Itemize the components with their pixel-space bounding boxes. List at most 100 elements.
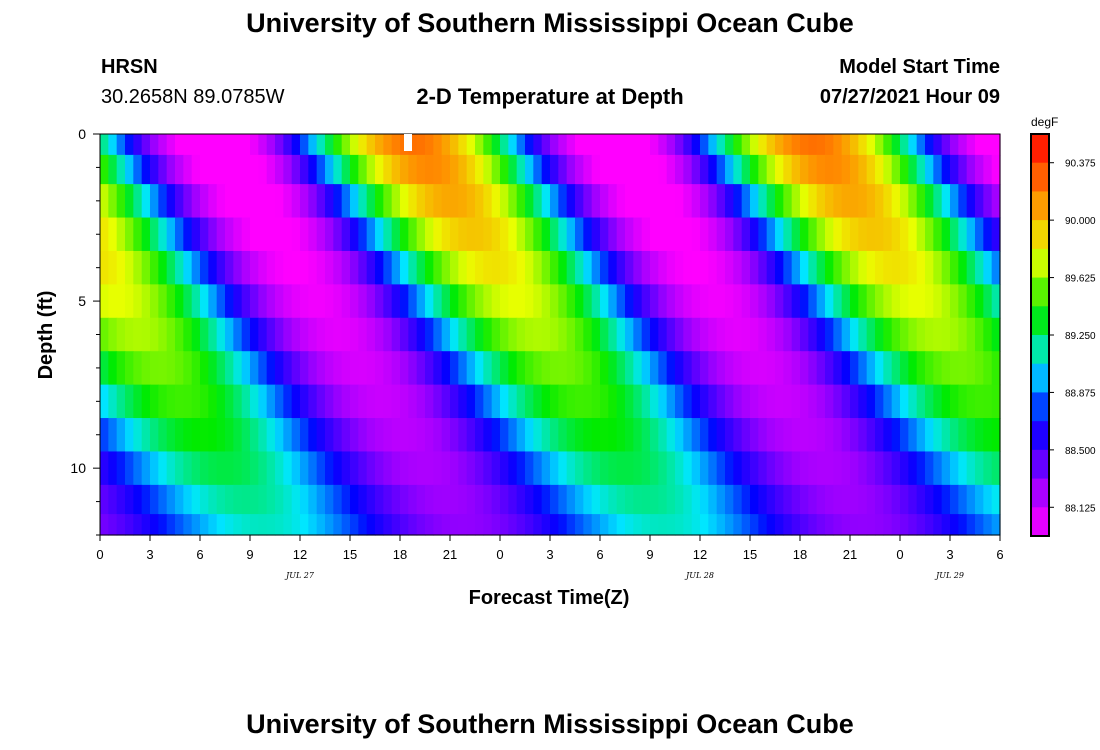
heatmap-cell	[391, 154, 401, 185]
heatmap-cell	[600, 134, 609, 156]
heatmap-cell	[816, 351, 826, 386]
heatmap-cell	[883, 317, 893, 352]
heatmap-cell	[566, 184, 576, 219]
heatmap-cell	[450, 317, 459, 352]
heatmap-cell	[658, 451, 668, 486]
heatmap-cell	[566, 351, 576, 386]
heatmap-cell	[816, 134, 826, 156]
heatmap-cell	[141, 184, 151, 219]
heatmap-cell	[741, 250, 751, 285]
heatmap-cell	[433, 451, 443, 486]
heatmap-cell	[316, 384, 326, 419]
heatmap-cell	[750, 284, 759, 319]
heatmap-cell	[733, 418, 743, 453]
heatmap-cell	[308, 217, 318, 252]
heatmap-cell	[100, 317, 109, 352]
heatmap-cell	[341, 154, 351, 185]
heatmap-cell	[541, 217, 551, 252]
heatmap-cell	[383, 217, 393, 252]
heatmap-cell	[983, 250, 993, 285]
heatmap-cell	[716, 418, 726, 453]
x-axis-label: Forecast Time(Z)	[469, 587, 630, 609]
heatmap-cell	[391, 184, 401, 219]
heatmap-cell	[700, 317, 709, 352]
heatmap-cell	[891, 384, 901, 419]
heatmap-cell	[425, 418, 434, 453]
heatmap-cell	[975, 184, 984, 219]
heatmap-cell	[916, 217, 926, 252]
heatmap-cell	[525, 134, 534, 156]
heatmap-cell	[416, 284, 426, 319]
heatmap-cell	[983, 217, 993, 252]
heatmap-cell	[425, 484, 434, 515]
heatmap-cell	[683, 134, 693, 156]
heatmap-cell	[775, 514, 784, 536]
heatmap-cell	[375, 451, 384, 486]
heatmap-cell	[958, 514, 968, 536]
heatmap-cell	[350, 484, 359, 515]
heatmap-cell	[875, 250, 884, 285]
heatmap-cell	[308, 250, 318, 285]
colorbar: 90.375 90.000 89.625 89.250 88.875 88.500 88.1…	[1030, 133, 1096, 537]
heatmap-cell	[800, 317, 809, 352]
heatmap-cell	[416, 250, 426, 285]
heatmap-cell	[558, 514, 568, 536]
heatmap-cell	[283, 317, 293, 352]
heatmap-cell	[558, 217, 568, 252]
heatmap-cell	[825, 217, 834, 252]
heatmap-cell	[808, 514, 818, 536]
heatmap-cell	[350, 250, 359, 285]
heatmap-cell	[391, 514, 401, 536]
heatmap-cell	[891, 250, 901, 285]
heatmap-cell	[783, 217, 793, 252]
heatmap-cell	[133, 217, 143, 252]
heatmap-cell	[133, 514, 143, 536]
heatmap-cell	[658, 514, 668, 536]
heatmap-cell	[966, 384, 976, 419]
heatmap-cell	[925, 351, 934, 386]
heatmap-cell	[183, 154, 193, 185]
heatmap-cell	[433, 351, 443, 386]
heatmap-cell	[300, 184, 309, 219]
heatmap-cell	[116, 317, 126, 352]
heatmap-cell	[625, 217, 634, 252]
heatmap-cell	[766, 418, 776, 453]
heatmap-cell	[108, 484, 118, 515]
heatmap-cell	[566, 284, 576, 319]
heatmap-cell	[683, 384, 693, 419]
heatmap-cell	[958, 217, 968, 252]
heatmap-cell	[400, 184, 409, 219]
heatmap-cell	[741, 284, 751, 319]
heatmap-cell	[725, 284, 734, 319]
heatmap-cell	[666, 250, 676, 285]
heatmap-cell	[341, 514, 351, 536]
heatmap-cell	[500, 317, 509, 352]
heatmap-cell	[941, 384, 951, 419]
x-tick-label: 9	[246, 547, 253, 562]
heatmap-cell	[975, 384, 984, 419]
heatmap-cell	[100, 418, 109, 453]
heatmap-cell	[316, 451, 326, 486]
heatmap-cell	[616, 284, 626, 319]
heatmap-cell	[383, 351, 393, 386]
heatmap-cell	[883, 217, 893, 252]
heatmap-cell	[458, 484, 468, 515]
heatmap-cell	[391, 134, 401, 156]
heatmap-cell	[316, 514, 326, 536]
colorbar-tick-label: 89.625	[1065, 274, 1096, 285]
heatmap-cell	[958, 317, 968, 352]
heatmap-cell	[625, 317, 634, 352]
heatmap-cell	[708, 451, 718, 486]
heatmap-cell	[433, 514, 443, 536]
heatmap-cell	[291, 154, 301, 185]
heatmap-cell	[166, 134, 176, 156]
heatmap-cell	[683, 184, 693, 219]
heatmap-cell	[775, 317, 784, 352]
heatmap-cell	[783, 418, 793, 453]
heatmap-cell	[808, 451, 818, 486]
heatmap-cell	[341, 484, 351, 515]
heatmap-cell	[741, 451, 751, 486]
heatmap-cell	[558, 250, 568, 285]
heatmap-cell	[491, 451, 501, 486]
heatmap-cell	[175, 317, 184, 352]
